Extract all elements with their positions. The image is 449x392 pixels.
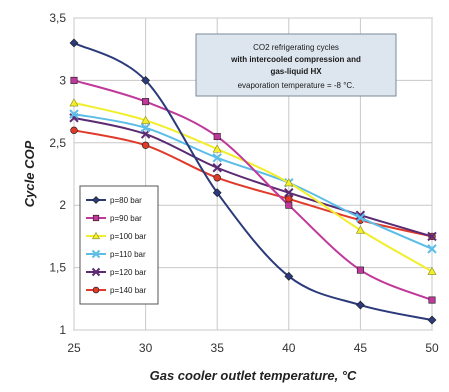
series-p-90-bar [70,76,436,304]
legend-label: p=90 bar [110,214,142,223]
data-point [356,266,364,274]
data-point [141,141,150,149]
x-tick-label: 25 [67,341,81,355]
y-tick-label: 1,5 [49,261,66,275]
data-point-stroke [69,109,79,119]
data-point [141,75,151,85]
annotation-line-3: gas-liquid HX [270,67,322,76]
annotation-frame [195,33,397,97]
data-point [92,286,100,294]
data-point [91,249,101,259]
data-point [355,212,366,223]
y-tick-label: 3,5 [49,11,66,25]
legend-label: p=120 bar [110,268,147,277]
legend-item: p=80 bar [86,196,142,205]
annotation-box: CO2 refrigerating cycles with intercoole… [195,33,397,97]
data-point [427,315,437,325]
legend-label: p=110 bar [110,250,146,259]
annotation-line-4: evaporation temperature = -8 °C. [238,81,355,90]
x-tick-label: 35 [211,341,225,355]
x-tick-label: 40 [282,341,296,355]
data-point [91,267,101,277]
data-point [427,266,437,275]
data-point [70,126,78,135]
data-point [427,231,437,242]
series-p-100-bar [69,98,437,275]
data-point [213,174,221,182]
series-line [73,116,433,238]
legend-items: p=80 bar p=90 bar p=100 bar p=110 bar p=120 … [86,196,147,295]
legend-label: p=140 bar [110,286,147,295]
tick-labels: 1 1,5 2 2,5 3 3,5 25 30 35 40 45 50 [49,11,439,355]
data-point-stroke [427,231,437,242]
data-point-stroke [91,267,101,277]
series-layer [69,38,437,325]
legend-label: p=100 bar [110,232,147,241]
data-point [284,188,294,198]
data-point [92,196,100,204]
data-point [284,271,294,281]
x-tick-label: 30 [139,341,153,355]
y-axis-title: Cycle COP [22,140,37,207]
y-tick-label: 2,5 [49,136,66,150]
data-point [69,38,79,48]
y-tick-label: 3 [59,73,66,87]
data-point [212,144,222,153]
data-point [212,188,222,198]
data-point-stroke [212,163,222,173]
legend-item: p=140 bar [86,286,147,295]
annotation-line-2: with intercooled compression and [230,55,361,64]
y-tick-label: 1 [59,323,66,337]
x-axis-title: Gas cooler outlet temperature, °C [150,368,357,383]
data-point [213,133,221,141]
legend: p=80 bar p=90 bar p=100 bar p=110 bar p=120 … [79,185,159,305]
legend-item: p=90 bar [86,214,142,223]
data-point [285,201,293,209]
annotation-line-1: CO2 refrigerating cycles [253,43,339,52]
data-point [69,98,79,107]
data-point [212,153,222,163]
series-line [73,79,433,301]
data-point-stroke [91,249,101,259]
legend-item: p=110 bar [86,249,146,259]
data-point [285,195,293,203]
data-point [212,163,222,173]
data-point [70,76,78,84]
data-point [141,115,151,124]
data-point-stroke [212,153,222,163]
data-point [355,300,365,310]
data-point [428,296,436,304]
x-tick-label: 50 [425,341,439,355]
series-p-80-bar [69,38,437,325]
data-point [140,123,151,133]
data-point [284,178,294,187]
data-point [355,225,365,234]
series-line [73,101,433,273]
data-point-stroke [355,210,366,220]
data-point-stroke [427,244,437,254]
data-point-stroke [355,212,366,223]
data-point [92,214,100,222]
legend-item: p=120 bar [86,267,147,277]
x-tick-label: 45 [354,341,368,355]
data-point [91,231,101,240]
data-point [427,244,437,254]
legend-label: p=80 bar [110,196,142,205]
y-tick-label: 2 [59,198,66,212]
data-point [142,98,150,106]
data-point [69,109,79,119]
data-point-stroke [284,188,294,198]
legend-item: p=100 bar [86,231,147,241]
data-point-stroke [140,123,151,133]
legend-frame [79,185,159,305]
